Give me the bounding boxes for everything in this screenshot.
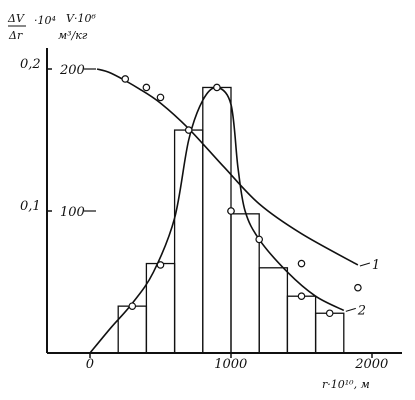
histogram-bar: [230, 213, 260, 354]
y-tick-label-right: 200: [59, 63, 85, 78]
data-point-curve-1: [297, 259, 306, 268]
x-tick-label: 2000: [354, 357, 388, 372]
labels: ΔV Δr ·10⁴ V·10⁶ м³/кг r·10¹⁰, м: [7, 12, 370, 391]
y-axis-title-right-lower: м³/кг: [58, 29, 88, 42]
data-point-curve-2: [227, 207, 235, 215]
data-point-curve-2: [213, 83, 221, 92]
y-axis-title-right-upper: V·10⁶: [66, 12, 96, 25]
histogram-bar: [258, 267, 289, 354]
histogram-bar: [202, 86, 232, 354]
y-axis-title-left-upper: ΔV: [7, 12, 25, 25]
curves: 12: [89, 68, 380, 354]
histogram-bar: [314, 312, 345, 354]
data-point-curve-2: [325, 309, 334, 318]
y-tick-label-right: 100: [60, 205, 85, 220]
x-tick-label: 0: [86, 357, 94, 372]
x-tick-label: 1000: [214, 357, 247, 372]
data-point-curve-2: [255, 235, 264, 244]
histogram-bar: [173, 129, 204, 354]
histogram-bars: [117, 86, 345, 354]
y-tick-label-left: 0,1: [20, 199, 41, 214]
histogram-bar: [117, 305, 148, 354]
curve-label-2: 2: [357, 303, 366, 318]
curve-label-1: 1: [372, 258, 380, 273]
data-point-curve-1: [354, 283, 362, 292]
y-tick-label-left: 0,2: [20, 57, 41, 72]
data-point-curve-2: [184, 126, 193, 134]
data-point-curve-2: [128, 302, 137, 310]
y-axis-title-left-lower: Δr: [8, 29, 23, 42]
data-point-curve-2: [156, 261, 165, 269]
data-point-curve-2: [297, 292, 306, 301]
histogram-bar: [286, 295, 317, 354]
curve-label-leader: [359, 262, 371, 267]
curve-1: [96, 68, 359, 266]
x-axis-title: r·10¹⁰, м: [322, 378, 370, 391]
y-axis-title-left-factor: ·10⁴: [34, 14, 56, 27]
curve-2: [89, 86, 345, 354]
data-points: [121, 75, 362, 318]
curve-label-leader: [345, 307, 356, 312]
data-point-curve-1: [121, 75, 130, 83]
data-point-curve-1: [142, 83, 151, 92]
data-point-curve-1: [156, 93, 165, 102]
